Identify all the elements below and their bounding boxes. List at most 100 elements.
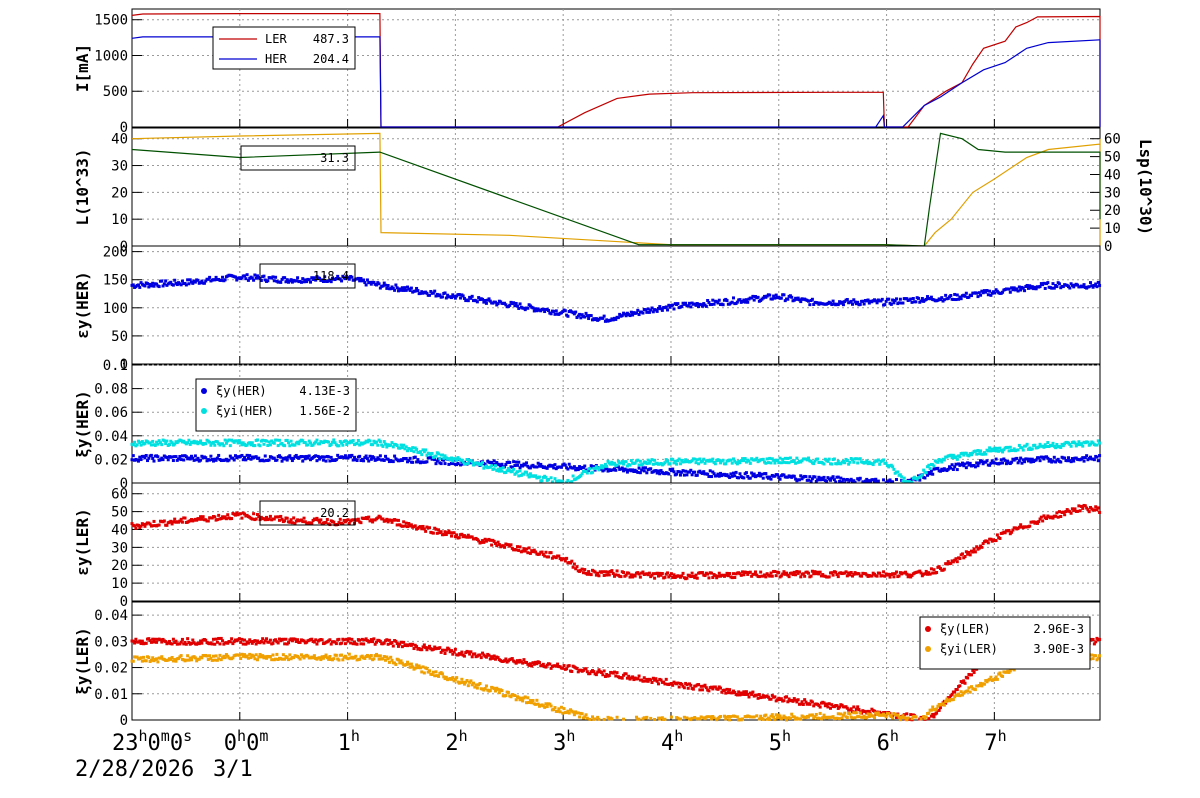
data-point <box>177 457 181 461</box>
data-point <box>382 458 386 462</box>
data-point <box>929 708 933 712</box>
data-point <box>734 470 738 474</box>
data-point <box>831 715 835 719</box>
data-point <box>629 573 633 577</box>
data-point <box>731 296 735 300</box>
data-point <box>713 685 717 689</box>
data-point <box>257 456 261 460</box>
data-point <box>810 569 814 573</box>
data-point <box>743 692 747 696</box>
data-point <box>794 698 798 702</box>
data-point <box>838 717 842 721</box>
data-point <box>743 457 747 461</box>
data-point <box>711 575 715 579</box>
data-point <box>340 653 344 657</box>
data-point <box>967 686 971 690</box>
data-point <box>659 678 663 682</box>
y-tick-label: 0.03 <box>94 634 128 650</box>
data-point <box>552 466 556 470</box>
data-point <box>959 463 963 467</box>
data-point <box>431 531 435 535</box>
data-point <box>690 716 694 720</box>
data-point <box>883 574 887 578</box>
data-point <box>239 640 243 644</box>
data-point <box>1043 286 1047 290</box>
data-point <box>741 457 745 461</box>
data-point <box>387 660 391 664</box>
data-point <box>309 441 313 445</box>
data-point <box>239 441 243 445</box>
data-point <box>606 459 610 463</box>
data-point <box>849 477 853 481</box>
data-point <box>1091 657 1095 661</box>
data-point <box>553 312 557 316</box>
data-point <box>979 681 983 685</box>
data-point <box>1054 514 1058 518</box>
data-point <box>508 303 512 307</box>
data-point <box>563 463 567 467</box>
data-point <box>830 462 834 466</box>
data-point <box>484 655 488 659</box>
data-point <box>858 711 862 715</box>
data-point <box>481 297 485 301</box>
data-point <box>970 685 974 689</box>
data-point <box>406 449 410 453</box>
data-point <box>896 713 900 717</box>
data-point <box>162 282 166 286</box>
data-point <box>547 308 551 312</box>
data-point <box>730 691 734 695</box>
data-point <box>206 519 210 523</box>
data-point <box>1023 289 1027 293</box>
data-point <box>199 515 203 519</box>
data-point <box>738 572 742 576</box>
data-point <box>252 654 256 658</box>
data-point <box>707 474 711 478</box>
data-point <box>547 555 551 559</box>
data-point <box>249 656 253 660</box>
data-point <box>790 571 794 575</box>
data-point <box>781 572 785 576</box>
data-point <box>773 570 777 574</box>
data-point <box>637 572 641 576</box>
data-point <box>409 448 413 452</box>
data-point <box>675 462 679 466</box>
data-point <box>1017 285 1021 289</box>
data-point <box>607 674 611 678</box>
data-point <box>570 480 574 484</box>
data-point <box>1068 286 1072 290</box>
data-point <box>935 571 939 575</box>
data-point <box>962 679 966 683</box>
data-point <box>240 516 244 520</box>
data-point <box>403 286 407 290</box>
data-point <box>136 459 140 463</box>
data-point <box>697 462 701 466</box>
data-point <box>852 298 856 302</box>
panel-frame <box>131 245 1101 365</box>
data-point <box>1064 510 1068 514</box>
data-point <box>1008 669 1012 673</box>
data-point <box>200 279 204 283</box>
data-point <box>1025 442 1029 446</box>
data-point <box>334 653 338 657</box>
data-point <box>1090 653 1094 657</box>
data-point <box>924 471 928 475</box>
data-point <box>712 472 716 476</box>
data-point <box>415 447 419 451</box>
data-point <box>522 658 526 662</box>
data-point <box>139 281 143 285</box>
data-point <box>954 455 958 459</box>
data-point <box>312 640 316 644</box>
data-point <box>246 456 250 460</box>
data-point <box>158 458 162 462</box>
data-point <box>783 299 787 303</box>
data-point <box>1030 447 1034 451</box>
data-point <box>719 714 723 718</box>
data-point <box>785 571 789 575</box>
data-point <box>231 642 235 646</box>
data-point <box>451 462 455 466</box>
data-point <box>222 444 226 448</box>
data-point <box>206 277 210 281</box>
data-point <box>931 472 935 476</box>
data-point <box>500 462 504 466</box>
data-point <box>426 646 430 650</box>
